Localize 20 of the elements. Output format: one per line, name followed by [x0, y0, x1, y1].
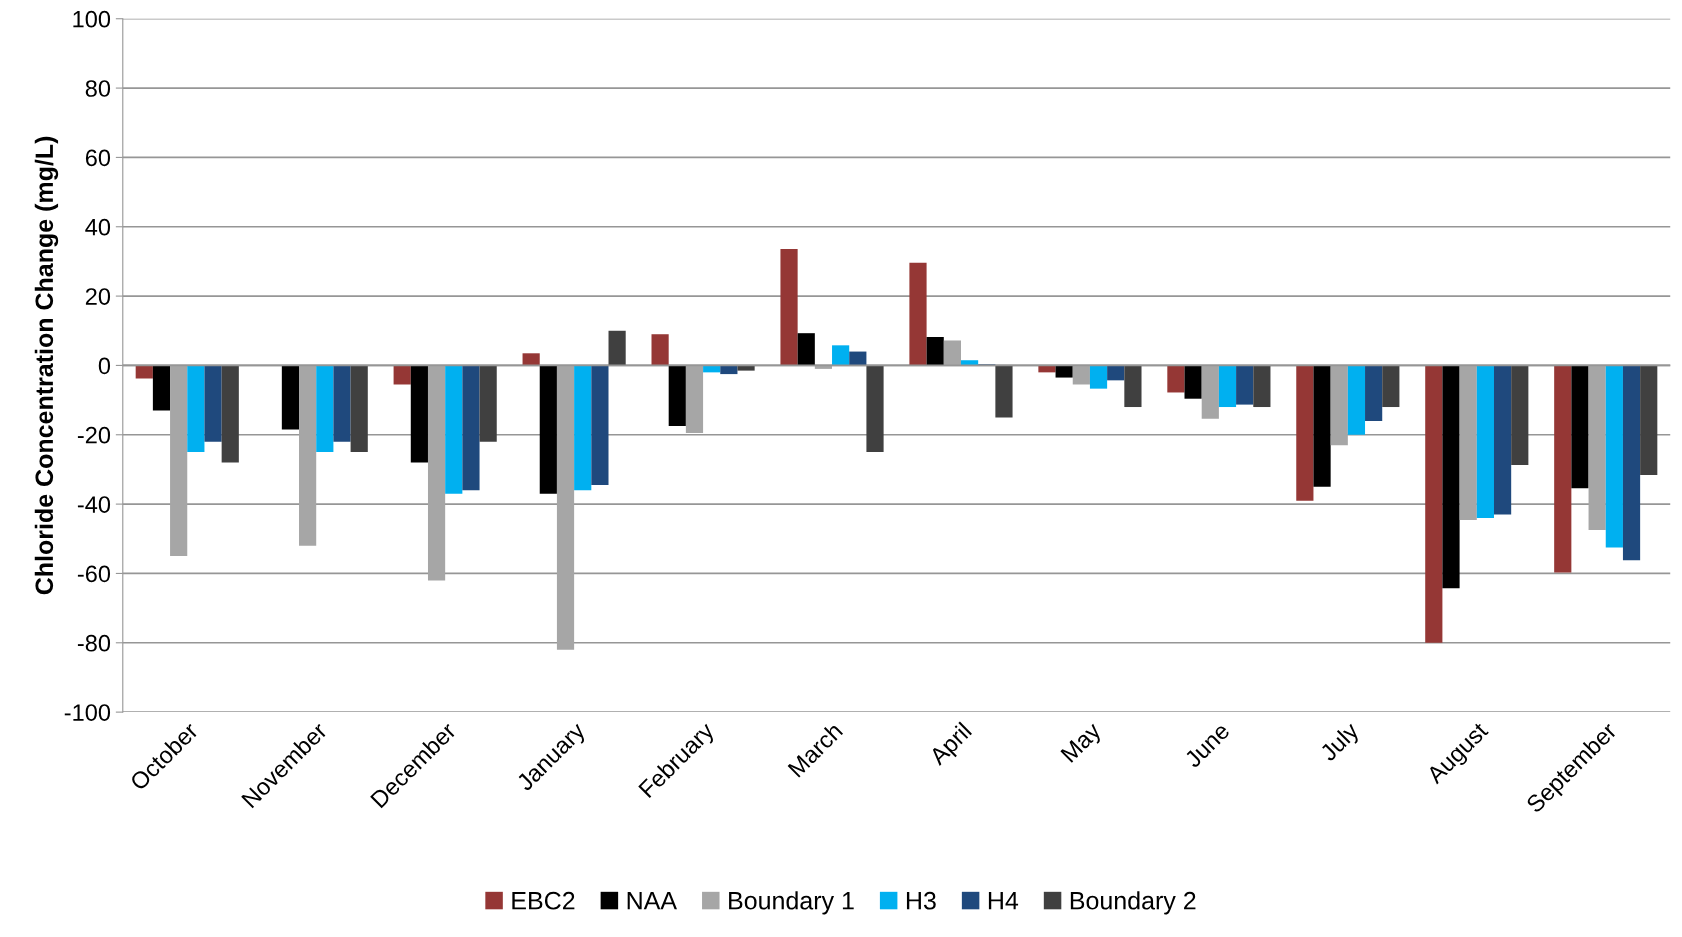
x-tick-label: May [1060, 721, 1106, 767]
y-tick-label: -40 [77, 496, 111, 513]
y-tick-label: 60 [85, 149, 111, 167]
y-tick-label: 100 [73, 10, 111, 28]
legend-label: EBC2 [512, 891, 575, 910]
legend-label: Boundary 2 [1070, 891, 1196, 915]
y-axis-title: Chloride Concentration Change (mg/L) [34, 136, 59, 595]
y-tick-label: 40 [85, 218, 111, 236]
y-tick-label: -80 [77, 634, 111, 652]
y-tick-label: 80 [85, 80, 111, 97]
y-tick-label: 0 [98, 357, 111, 375]
legend-label: NAA [627, 892, 677, 910]
legend-label: H4 [988, 892, 1019, 910]
y-tick-label: 20 [85, 288, 111, 305]
legend-label: Boundary 1 [729, 891, 854, 915]
legend-label: H3 [906, 891, 936, 910]
x-tick-label: July [1318, 720, 1364, 766]
y-tick-label: -60 [77, 565, 111, 583]
y-tick-label: -100 [64, 704, 111, 721]
y-tick-label: -20 [77, 426, 111, 444]
